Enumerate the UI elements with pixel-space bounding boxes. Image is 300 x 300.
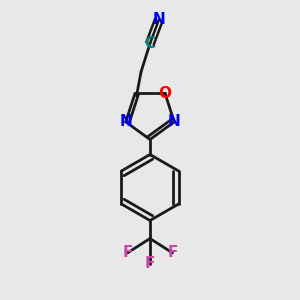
Text: C: C	[144, 36, 156, 51]
Text: F: F	[145, 256, 155, 272]
Text: N: N	[119, 114, 132, 129]
Text: O: O	[158, 86, 172, 101]
Text: N: N	[153, 12, 165, 27]
Text: F: F	[167, 245, 178, 260]
Text: F: F	[122, 245, 133, 260]
Text: N: N	[168, 114, 181, 129]
